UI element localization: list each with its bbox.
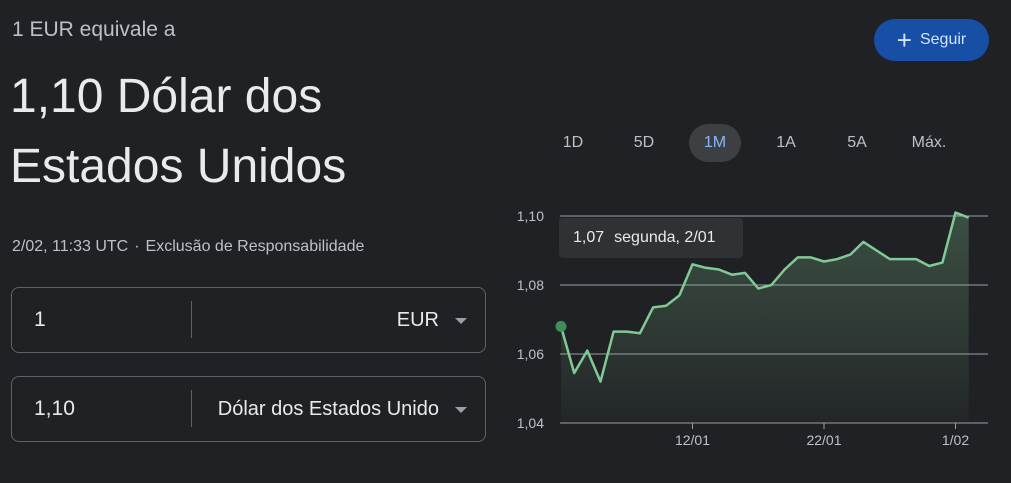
- rate-timestamp: 2/02, 11:33 UTC: [12, 238, 129, 255]
- tab-5a[interactable]: 5A: [847, 134, 867, 151]
- from-currency-select[interactable]: EUR: [396, 309, 439, 331]
- x-tick-label: 1/02: [942, 432, 969, 448]
- plus-icon: +: [896, 25, 912, 55]
- from-currency-row: 1 EUR: [11, 287, 486, 353]
- follow-button[interactable]: + Seguir: [874, 19, 989, 61]
- dropdown-caret-icon[interactable]: [455, 407, 467, 413]
- conversion-subtitle: 1 EUR equivale a: [12, 18, 176, 41]
- exchange-rate-chart[interactable]: 1,10 1,08 1,06 1,04 12/01 22/01 1/02: [500, 195, 1000, 460]
- from-amount-input[interactable]: 1: [34, 308, 46, 331]
- to-amount-input[interactable]: 1,10: [34, 397, 75, 420]
- converted-value-headline: 1,10 Dólar dos Estados Unidos: [10, 70, 347, 193]
- rate-meta: 2/02, 11:33 UTC · Exclusão de Responsabili…: [12, 238, 364, 256]
- y-tick-label: 1,04: [517, 415, 544, 431]
- tab-1d[interactable]: 1D: [562, 134, 584, 151]
- highlight-point: [555, 320, 567, 332]
- disclaimer-link[interactable]: Exclusão de Responsabilidade: [145, 238, 365, 255]
- to-currency-row: 1,10 Dólar dos Estados Unido: [11, 376, 486, 442]
- x-tick-label: 22/01: [806, 432, 841, 448]
- meta-separator: ·: [134, 238, 140, 255]
- tab-1m[interactable]: 1M: [689, 124, 741, 162]
- tab-5d[interactable]: 5D: [633, 134, 655, 151]
- y-tick-label: 1,06: [517, 346, 544, 362]
- x-tick-label: 12/01: [675, 432, 710, 448]
- tooltip-date: segunda, 2/01: [614, 229, 716, 246]
- y-tick-label: 1,10: [517, 208, 544, 224]
- field-divider: [191, 301, 192, 338]
- to-currency-select[interactable]: Dólar dos Estados Unido: [217, 398, 439, 420]
- tab-1a[interactable]: 1A: [776, 134, 796, 151]
- tab-max[interactable]: Máx.: [911, 134, 947, 151]
- series-line: [559, 211, 970, 383]
- tooltip-value: 1,07: [573, 229, 605, 246]
- series-area: [561, 212, 969, 423]
- follow-button-label: Seguir: [919, 31, 967, 48]
- chart-tooltip: 1,07 segunda, 2/01: [559, 218, 743, 258]
- field-divider: [191, 390, 192, 427]
- dropdown-caret-icon[interactable]: [455, 318, 467, 324]
- y-tick-label: 1,08: [517, 277, 544, 293]
